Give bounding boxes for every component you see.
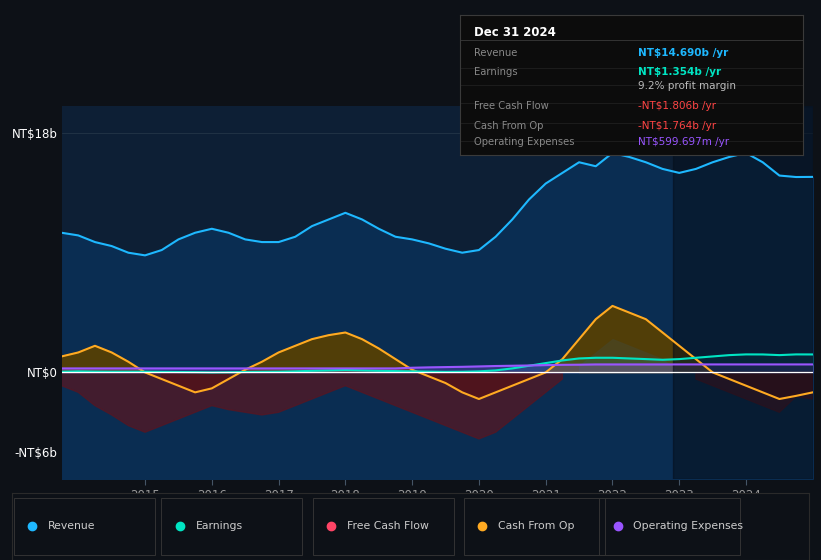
Text: Cash From Op: Cash From Op: [498, 521, 575, 531]
Text: NT$599.697m /yr: NT$599.697m /yr: [639, 137, 730, 147]
Text: Free Cash Flow: Free Cash Flow: [474, 101, 548, 111]
Text: Revenue: Revenue: [474, 48, 517, 58]
Text: NT$14.690b /yr: NT$14.690b /yr: [639, 48, 728, 58]
Text: NT$1.354b /yr: NT$1.354b /yr: [639, 67, 722, 77]
Text: 9.2% profit margin: 9.2% profit margin: [639, 81, 736, 91]
Bar: [672, 106, 813, 479]
Text: Operating Expenses: Operating Expenses: [474, 137, 574, 147]
Text: Free Cash Flow: Free Cash Flow: [346, 521, 429, 531]
Text: -NT$1.806b /yr: -NT$1.806b /yr: [639, 101, 717, 111]
Text: -NT$1.764b /yr: -NT$1.764b /yr: [639, 120, 717, 130]
Text: Earnings: Earnings: [474, 67, 517, 77]
Text: Dec 31 2024: Dec 31 2024: [474, 26, 556, 39]
Text: Earnings: Earnings: [195, 521, 242, 531]
Text: Operating Expenses: Operating Expenses: [634, 521, 744, 531]
Text: Revenue: Revenue: [48, 521, 96, 531]
Text: Cash From Op: Cash From Op: [474, 120, 544, 130]
